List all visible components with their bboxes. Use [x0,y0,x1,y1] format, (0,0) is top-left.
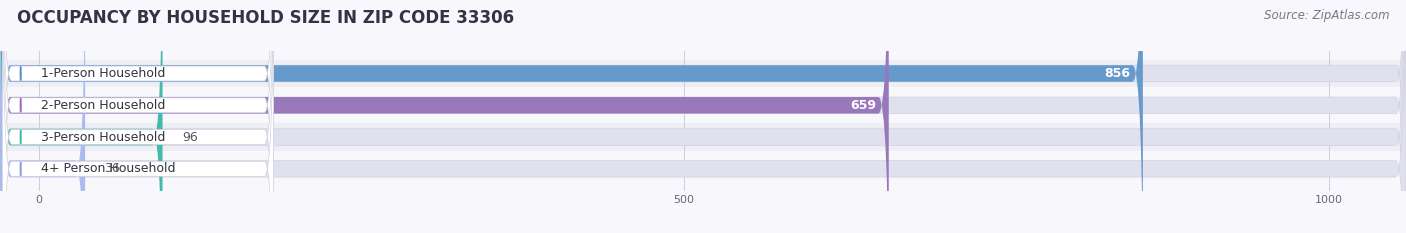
FancyBboxPatch shape [0,0,889,233]
FancyBboxPatch shape [0,59,1406,87]
Text: Source: ZipAtlas.com: Source: ZipAtlas.com [1264,9,1389,22]
Text: 3-Person Household: 3-Person Household [41,130,166,144]
Text: OCCUPANCY BY HOUSEHOLD SIZE IN ZIP CODE 33306: OCCUPANCY BY HOUSEHOLD SIZE IN ZIP CODE … [17,9,515,27]
Text: 659: 659 [849,99,876,112]
FancyBboxPatch shape [0,0,1143,233]
Text: 96: 96 [181,130,198,144]
FancyBboxPatch shape [3,0,273,233]
FancyBboxPatch shape [0,0,163,233]
FancyBboxPatch shape [3,0,273,233]
FancyBboxPatch shape [0,155,1406,183]
FancyBboxPatch shape [0,123,1406,151]
FancyBboxPatch shape [3,0,273,233]
Text: 4+ Person Household: 4+ Person Household [41,162,176,175]
Text: 2-Person Household: 2-Person Household [41,99,166,112]
FancyBboxPatch shape [3,0,273,233]
FancyBboxPatch shape [0,0,86,233]
Text: 856: 856 [1104,67,1130,80]
FancyBboxPatch shape [0,91,1406,119]
Text: 36: 36 [104,162,121,175]
Text: 1-Person Household: 1-Person Household [41,67,166,80]
